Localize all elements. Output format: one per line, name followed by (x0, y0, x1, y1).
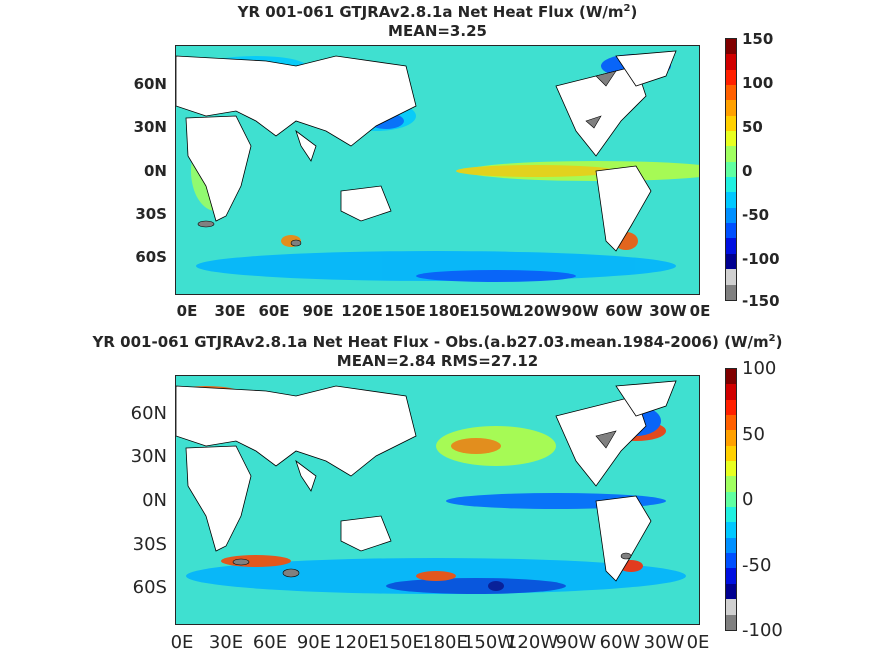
lon-label: 90W (555, 632, 597, 653)
colorbar-tick: 150 (742, 30, 774, 48)
colorbar-segment (726, 599, 736, 615)
colorbar (725, 368, 737, 631)
colorbar-segment (726, 399, 736, 416)
colorbar-tick: 100 (742, 358, 777, 379)
colorbar-tick: -100 (742, 620, 783, 641)
colorbar-segment (726, 284, 736, 300)
colorbar-tick: 100 (742, 74, 774, 92)
title-close: ) (775, 333, 783, 351)
panel-title: YR 001-061 GTJRAv2.8.1a Net Heat Flux - … (0, 330, 875, 351)
colorbar-segment (726, 583, 736, 600)
colorbar-segment (726, 115, 736, 132)
colorbar-segment (726, 85, 736, 101)
lon-label: 90E (296, 632, 332, 653)
colorbar-segment (726, 384, 736, 400)
colorbar-segment (726, 223, 736, 239)
lat-label: 60N (133, 75, 167, 93)
colorbar-segment (726, 522, 736, 538)
lon-label: 150W (469, 302, 517, 320)
lon-label: 150E (378, 632, 424, 653)
panel-title: YR 001-061 GTJRAv2.8.1a Net Heat Flux (W… (0, 0, 875, 21)
lon-label: 0E (686, 632, 710, 653)
colorbar-segment (726, 614, 736, 630)
colorbar-tick: 50 (742, 118, 763, 136)
colorbar-segment (726, 430, 736, 446)
lon-label: 0E (689, 302, 711, 320)
colorbar-segment (726, 537, 736, 554)
colorbar (725, 38, 737, 301)
panel-subtitle-mean: MEAN=3.25 (388, 22, 487, 40)
colorbar-segment (726, 415, 736, 431)
lat-label: 60S (135, 248, 167, 266)
lon-label: 150E (384, 302, 426, 320)
lon-label: 180E (428, 302, 470, 320)
lon-label: 60E (258, 302, 290, 320)
colorbar-segment (726, 507, 736, 523)
world-map (175, 375, 700, 625)
lon-label: 30W (643, 632, 685, 653)
colorbar-tick: -150 (742, 292, 780, 310)
colorbar-segment (726, 131, 736, 147)
colorbar-tick: 0 (742, 162, 753, 180)
colorbar-segment (726, 146, 736, 162)
lat-label: 0N (142, 490, 167, 511)
colorbar-tick: -100 (742, 250, 780, 268)
colorbar-segment (726, 207, 736, 224)
lat-label: 30N (130, 446, 167, 467)
colorbar-segment (726, 54, 736, 70)
title-superscript: 2 (623, 3, 631, 14)
colorbar-segment (726, 568, 736, 584)
colorbar-segment (726, 269, 736, 285)
lon-label: 90W (561, 302, 599, 320)
lon-label: 150W (462, 632, 516, 653)
colorbar-segment (726, 476, 736, 492)
lon-label: 120W (513, 302, 561, 320)
colorbar-segment (726, 39, 736, 55)
lat-label: 30S (135, 205, 167, 223)
lon-label: 0E (170, 632, 194, 653)
colorbar-segment (726, 253, 736, 270)
colorbar-segment (726, 177, 736, 193)
colorbar-segment (726, 69, 736, 86)
lon-label: 90E (302, 302, 334, 320)
lon-label: 60W (599, 632, 641, 653)
title-text: YR 001-061 GTJRAv2.8.1a Net Heat Flux - … (92, 333, 769, 351)
colorbar-segment (726, 161, 736, 178)
lon-label: 120E (341, 302, 383, 320)
colorbar-tick: -50 (742, 206, 770, 224)
lon-label: 0E (176, 302, 198, 320)
lon-label: 60E (252, 632, 288, 653)
title-text: YR 001-061 GTJRAv2.8.1a Net Heat Flux (W… (237, 3, 624, 21)
title-close: ) (630, 3, 638, 21)
lon-label: 30E (208, 632, 244, 653)
lon-label: 30E (214, 302, 246, 320)
lat-label: 30N (133, 118, 167, 136)
colorbar-tick: 0 (742, 489, 754, 510)
colorbar-segment (726, 445, 736, 462)
lon-label: 60W (605, 302, 643, 320)
lat-label: 60S (132, 577, 167, 598)
colorbar-tick: -50 (742, 555, 772, 576)
panel-subtitle-mean-rms: MEAN=2.84 RMS=27.12 (336, 352, 539, 370)
lon-label: 30W (649, 302, 687, 320)
lon-label: 120E (334, 632, 380, 653)
lat-label: 30S (132, 534, 167, 555)
colorbar-segment (726, 491, 736, 508)
colorbar-segment (726, 369, 736, 385)
lon-label: 180E (422, 632, 468, 653)
title-superscript: 2 (768, 333, 776, 344)
lon-label: 120W (505, 632, 559, 653)
colorbar-segment (726, 100, 736, 116)
lat-label: 60N (130, 403, 167, 424)
colorbar-segment (726, 238, 736, 254)
colorbar-segment (726, 461, 736, 477)
colorbar-tick: 50 (742, 424, 765, 445)
world-map (175, 45, 700, 295)
lat-label: 0N (144, 162, 167, 180)
colorbar-segment (726, 553, 736, 569)
colorbar-segment (726, 192, 736, 208)
